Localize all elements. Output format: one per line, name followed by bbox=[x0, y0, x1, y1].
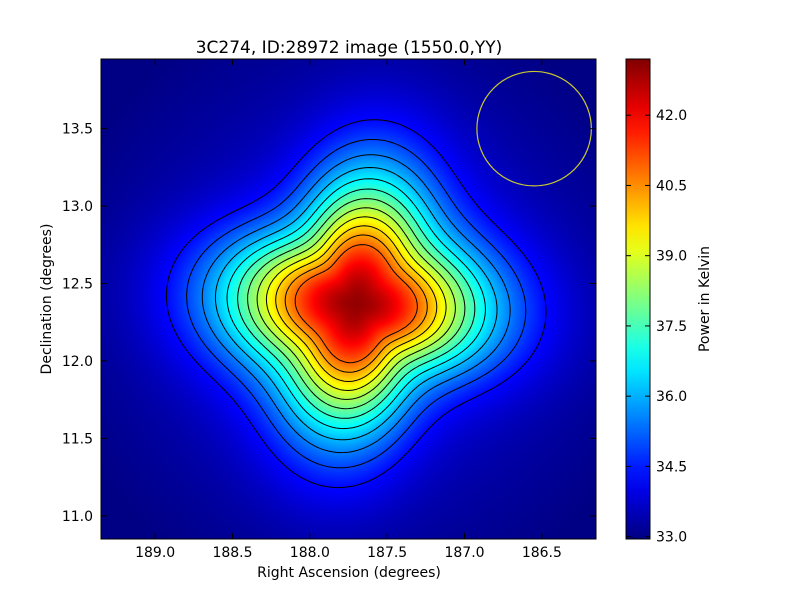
contour-level-2 bbox=[201, 154, 511, 454]
colorbar-label: Power in Kelvin bbox=[697, 246, 713, 352]
chart-title: 3C274, ID:28972 image (1550.0,YY) bbox=[196, 38, 503, 58]
x-tick-label: 186.5 bbox=[522, 545, 562, 561]
x-tick-label: 188.0 bbox=[290, 545, 330, 561]
y-axis-label: Declination (degrees) bbox=[39, 224, 55, 375]
colorbar-tick-label: 40.5 bbox=[656, 178, 687, 194]
y-tick-label: 12.5 bbox=[62, 277, 93, 293]
contour-level-1 bbox=[186, 139, 527, 469]
y-tick-label: 11.5 bbox=[62, 431, 93, 447]
y-tick-label: 12.0 bbox=[62, 354, 93, 370]
x-tick-label: 189.0 bbox=[135, 545, 175, 561]
x-axis-label: Right Ascension (degrees) bbox=[257, 565, 441, 581]
contour-lines bbox=[165, 119, 547, 489]
y-tick-label: 13.5 bbox=[62, 122, 93, 138]
colorbar-gradient bbox=[626, 59, 650, 539]
y-tick-label: 13.0 bbox=[62, 199, 93, 215]
contour-level-3 bbox=[214, 167, 498, 441]
contour-level-8 bbox=[265, 216, 447, 391]
x-tick-label: 187.5 bbox=[367, 545, 407, 561]
x-axis: 189.0 188.5 188.0 187.5 187.0 186.5 bbox=[135, 59, 562, 561]
plot-frame bbox=[100, 58, 597, 540]
contour-level-10 bbox=[284, 234, 428, 373]
colorbar-tick-label: 34.5 bbox=[656, 459, 687, 475]
plot-area bbox=[100, 58, 597, 540]
y-tick-label: 11.0 bbox=[62, 509, 93, 525]
contour-level-9 bbox=[275, 225, 438, 382]
colorbar-tick-label: 39.0 bbox=[656, 249, 687, 265]
contour-level-0 bbox=[165, 119, 547, 489]
contour-level-5 bbox=[237, 188, 476, 419]
contour-level-11 bbox=[294, 244, 418, 364]
contour-level-6 bbox=[247, 198, 466, 410]
contour-level-4 bbox=[226, 178, 486, 430]
x-tick-label: 188.5 bbox=[212, 545, 252, 561]
colorbar-tick-label: 42.0 bbox=[656, 108, 687, 124]
colorbar-frame bbox=[625, 58, 651, 540]
colorbar-tick-label: 37.5 bbox=[656, 319, 687, 335]
colorbar-ticks: 33.0 34.5 36.0 37.5 39.0 40.5 42.0 bbox=[626, 108, 687, 546]
colorbar-tick-label: 33.0 bbox=[656, 530, 687, 546]
colorbar: 33.0 34.5 36.0 37.5 39.0 40.5 42.0 Power in Ke… bbox=[625, 58, 713, 546]
heatmap-image bbox=[101, 59, 596, 539]
y-axis: 11.0 11.5 12.0 12.5 13.0 13.5 bbox=[62, 122, 596, 525]
x-tick-label: 187.0 bbox=[444, 545, 484, 561]
contour-level-7 bbox=[256, 207, 456, 400]
colorbar-tick-label: 36.0 bbox=[656, 389, 687, 405]
